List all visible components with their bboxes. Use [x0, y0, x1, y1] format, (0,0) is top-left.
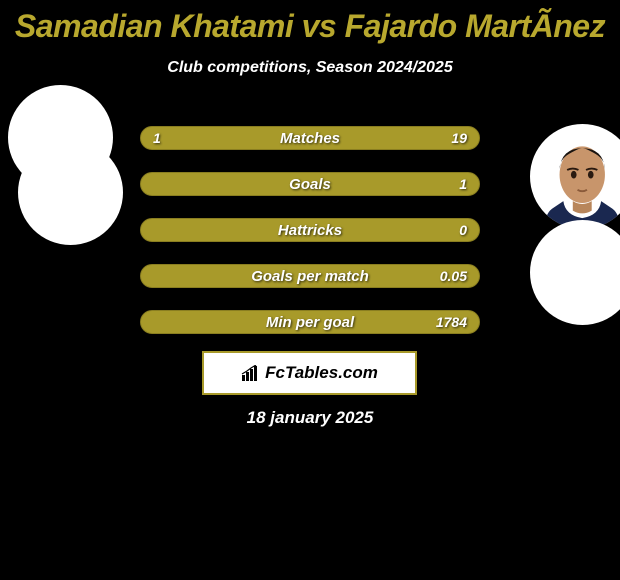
stat-label: Goals per match	[251, 268, 369, 285]
stat-bar: 1 Matches 19	[140, 126, 480, 150]
brand-box: FcTables.com	[202, 351, 417, 395]
stat-right-value: 1	[459, 176, 467, 192]
player-right-avatar-2	[530, 220, 620, 325]
avatar-placeholder-icon	[530, 220, 620, 325]
page-subtitle: Club competitions, Season 2024/2025	[0, 59, 620, 77]
stat-label: Matches	[280, 130, 340, 147]
stat-right-value: 1784	[436, 314, 467, 330]
stat-right-value: 19	[451, 130, 467, 146]
date-label: 18 january 2025	[0, 408, 620, 428]
stat-label: Min per goal	[266, 314, 354, 331]
stat-label: Goals	[289, 176, 331, 193]
player-left-avatar-2	[18, 140, 123, 245]
stat-left-value: 1	[153, 130, 161, 146]
stat-bar: Min per goal 1784	[140, 310, 480, 334]
avatar-placeholder-icon	[18, 140, 123, 245]
stat-right-value: 0	[459, 222, 467, 238]
player-right-avatar-1	[530, 124, 620, 229]
stat-bar: Goals 1	[140, 172, 480, 196]
bar-chart-icon	[241, 365, 261, 381]
page-title: Samadian Khatami vs Fajardo MartÃ­nez	[0, 0, 620, 45]
avatar-face-icon	[530, 124, 620, 229]
stats-bars: 1 Matches 19 Goals 1 Hattricks 0 Goals p…	[140, 126, 480, 356]
stat-label: Hattricks	[278, 222, 342, 239]
stat-right-value: 0.05	[440, 268, 467, 284]
stat-bar: Goals per match 0.05	[140, 264, 480, 288]
brand-text: FcTables.com	[265, 363, 378, 383]
stat-bar: Hattricks 0	[140, 218, 480, 242]
